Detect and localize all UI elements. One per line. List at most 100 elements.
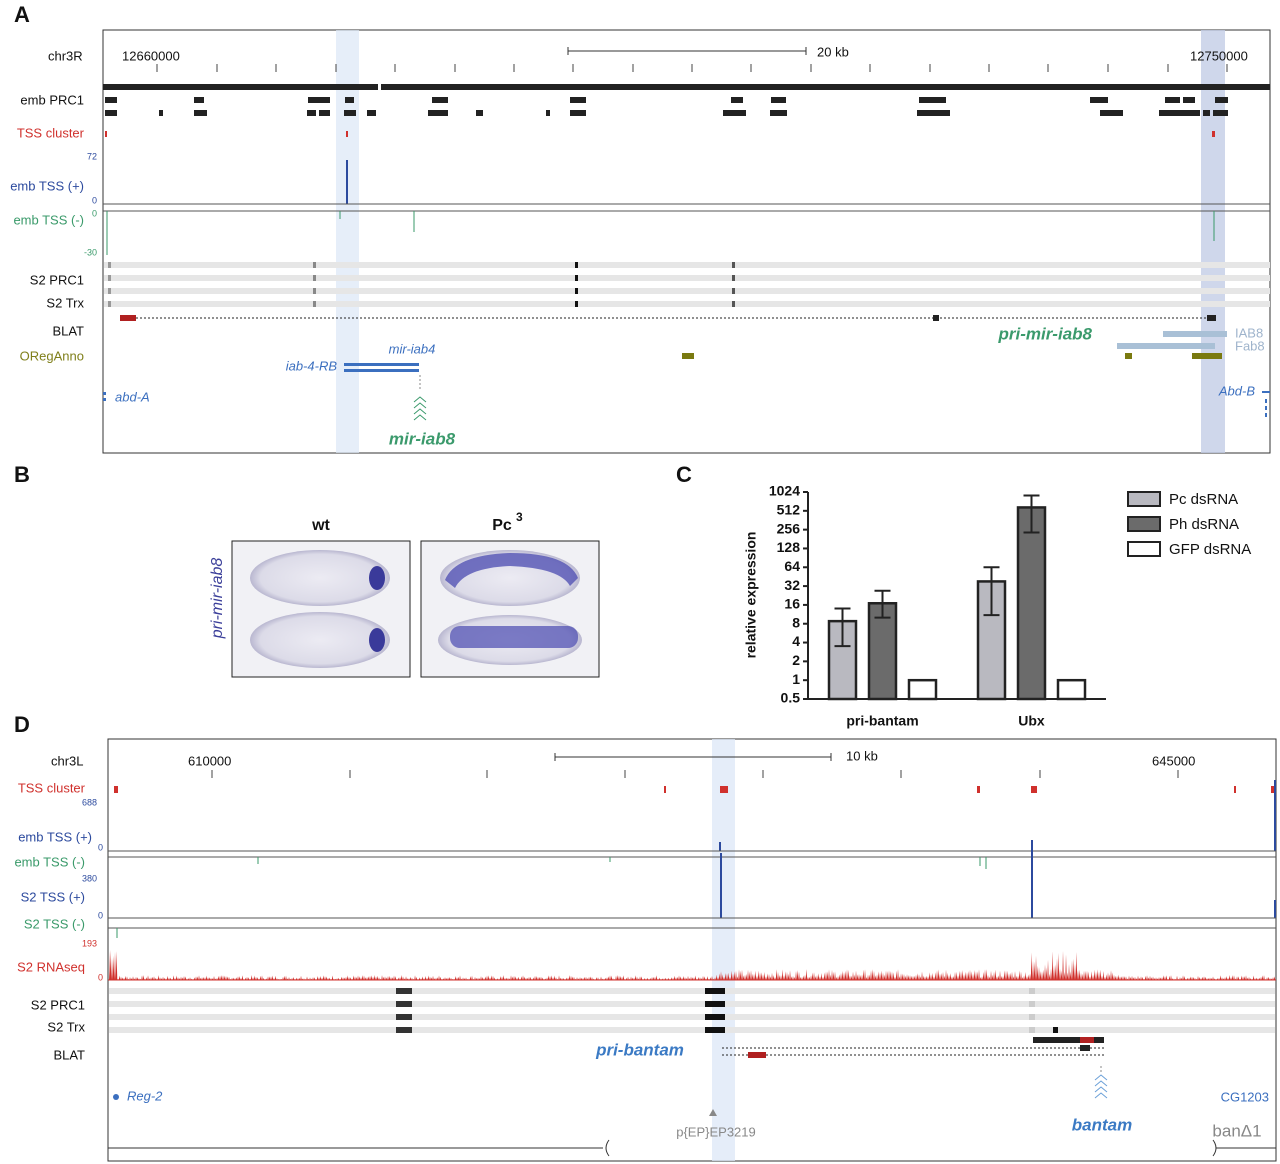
peak-block	[1090, 97, 1108, 103]
axis-label: 72	[87, 151, 97, 161]
peak-block	[1165, 97, 1180, 103]
chip-mark	[108, 262, 111, 268]
chip-mark	[396, 1001, 412, 1007]
track-label: emb TSS (-)	[13, 212, 84, 227]
chip-mark	[732, 288, 735, 294]
position-label: 645000	[1152, 753, 1195, 768]
chip-band	[109, 1027, 1275, 1033]
annotation: IAB8	[1235, 325, 1263, 340]
peak-block	[432, 97, 448, 103]
blat-hit	[1033, 1037, 1104, 1043]
panel-c: C relative expression 0.5 1 2 4 8 16 32 64 128 25…	[676, 462, 1251, 729]
region-bar	[103, 84, 378, 90]
scale-label: 10 kb	[846, 748, 878, 763]
bar	[976, 580, 1007, 701]
axis-label: 380	[82, 873, 97, 883]
error-bar	[834, 607, 851, 648]
signal-peaks	[719, 780, 1276, 851]
region-bar	[381, 84, 1270, 90]
chip-mark	[575, 288, 578, 294]
panel-b: B wt Pc 3 pri-mir-iab8	[14, 462, 600, 678]
y-tick-label: 1024	[769, 483, 800, 499]
signal-peaks	[720, 848, 1276, 918]
panel-frame	[107, 738, 1277, 1162]
annotation: banΔ1	[1212, 1121, 1261, 1140]
axis-label: -30	[84, 247, 97, 257]
chevrons	[1094, 1074, 1108, 1099]
annotation: Fab8	[1235, 338, 1265, 353]
peak-block	[570, 97, 586, 103]
peak-block	[546, 110, 550, 116]
gene-label: abd-A	[115, 389, 150, 404]
tss-cluster	[114, 786, 1276, 793]
chrom-label: chr3L	[51, 753, 84, 768]
exon	[1207, 315, 1216, 321]
chip-mark	[732, 262, 735, 268]
bar	[1016, 506, 1047, 701]
chevrons	[413, 396, 427, 421]
gene-label: CG1203	[1221, 1089, 1269, 1104]
gene-label: Abd-B	[1218, 383, 1255, 398]
x-tick-label: pri-bantam	[846, 713, 918, 729]
gene	[113, 1094, 119, 1100]
peak-block	[570, 110, 586, 116]
embryo	[250, 612, 390, 668]
deletion-bracket	[108, 1139, 1276, 1157]
error-bar	[983, 566, 1000, 617]
axis-label: 688	[82, 797, 97, 807]
chip-mark	[575, 262, 578, 268]
position-label: 610000	[188, 753, 231, 768]
ruler	[211, 770, 1179, 778]
track-label: S2 PRC1	[30, 272, 84, 287]
track-label: emb TSS (+)	[10, 178, 84, 193]
exon	[1080, 1045, 1090, 1051]
panel-frame	[102, 29, 1271, 454]
chip-mark	[108, 288, 111, 294]
y-tick-label: 128	[777, 539, 801, 555]
peak-block	[723, 110, 746, 116]
chip-mark	[313, 288, 316, 294]
track-label: S2 Trx	[47, 1019, 85, 1034]
signal-peaks	[257, 857, 987, 869]
peak-block	[1215, 97, 1228, 103]
rnaseq-signal	[109, 949, 1276, 980]
peak-block	[194, 110, 207, 116]
track-label: S2 PRC1	[31, 997, 85, 1012]
chip-mark	[705, 1001, 725, 1007]
chip-mark	[732, 301, 735, 307]
chip-mark	[1029, 1027, 1035, 1033]
panel-letter: D	[14, 712, 30, 737]
probe-label: pri-mir-iab8	[209, 558, 226, 640]
y-tick-label: 32	[784, 577, 800, 593]
legend-label: Pc dsRNA	[1169, 491, 1238, 508]
track-label: TSS cluster	[17, 125, 85, 140]
bar	[907, 678, 938, 701]
tss-cluster	[105, 131, 1215, 137]
stain	[450, 626, 578, 648]
chip-mark	[396, 988, 412, 994]
axis-label: 0	[98, 842, 103, 852]
chip-tracks	[109, 988, 1275, 1033]
peak-block	[319, 110, 330, 116]
position-label: 12660000	[122, 48, 180, 63]
signal-peaks	[106, 211, 1215, 255]
highlight	[712, 739, 735, 1161]
panel-letter: A	[14, 2, 30, 27]
chip-mark	[313, 262, 316, 268]
peak-block	[1159, 110, 1200, 116]
peak-block	[105, 97, 117, 103]
chip-band	[104, 262, 1270, 268]
y-tick-label: 64	[784, 558, 800, 574]
bar	[867, 602, 898, 701]
highlight	[336, 30, 359, 453]
chip-band	[109, 1001, 1275, 1007]
legend-swatch	[1127, 541, 1161, 557]
exon	[748, 1052, 766, 1058]
panel-letter: C	[676, 462, 692, 487]
peak-block	[105, 110, 117, 116]
axis-label: 0	[92, 195, 97, 205]
y-tick-label: 16	[784, 596, 800, 612]
peak-block	[345, 97, 354, 103]
stain	[369, 566, 385, 590]
